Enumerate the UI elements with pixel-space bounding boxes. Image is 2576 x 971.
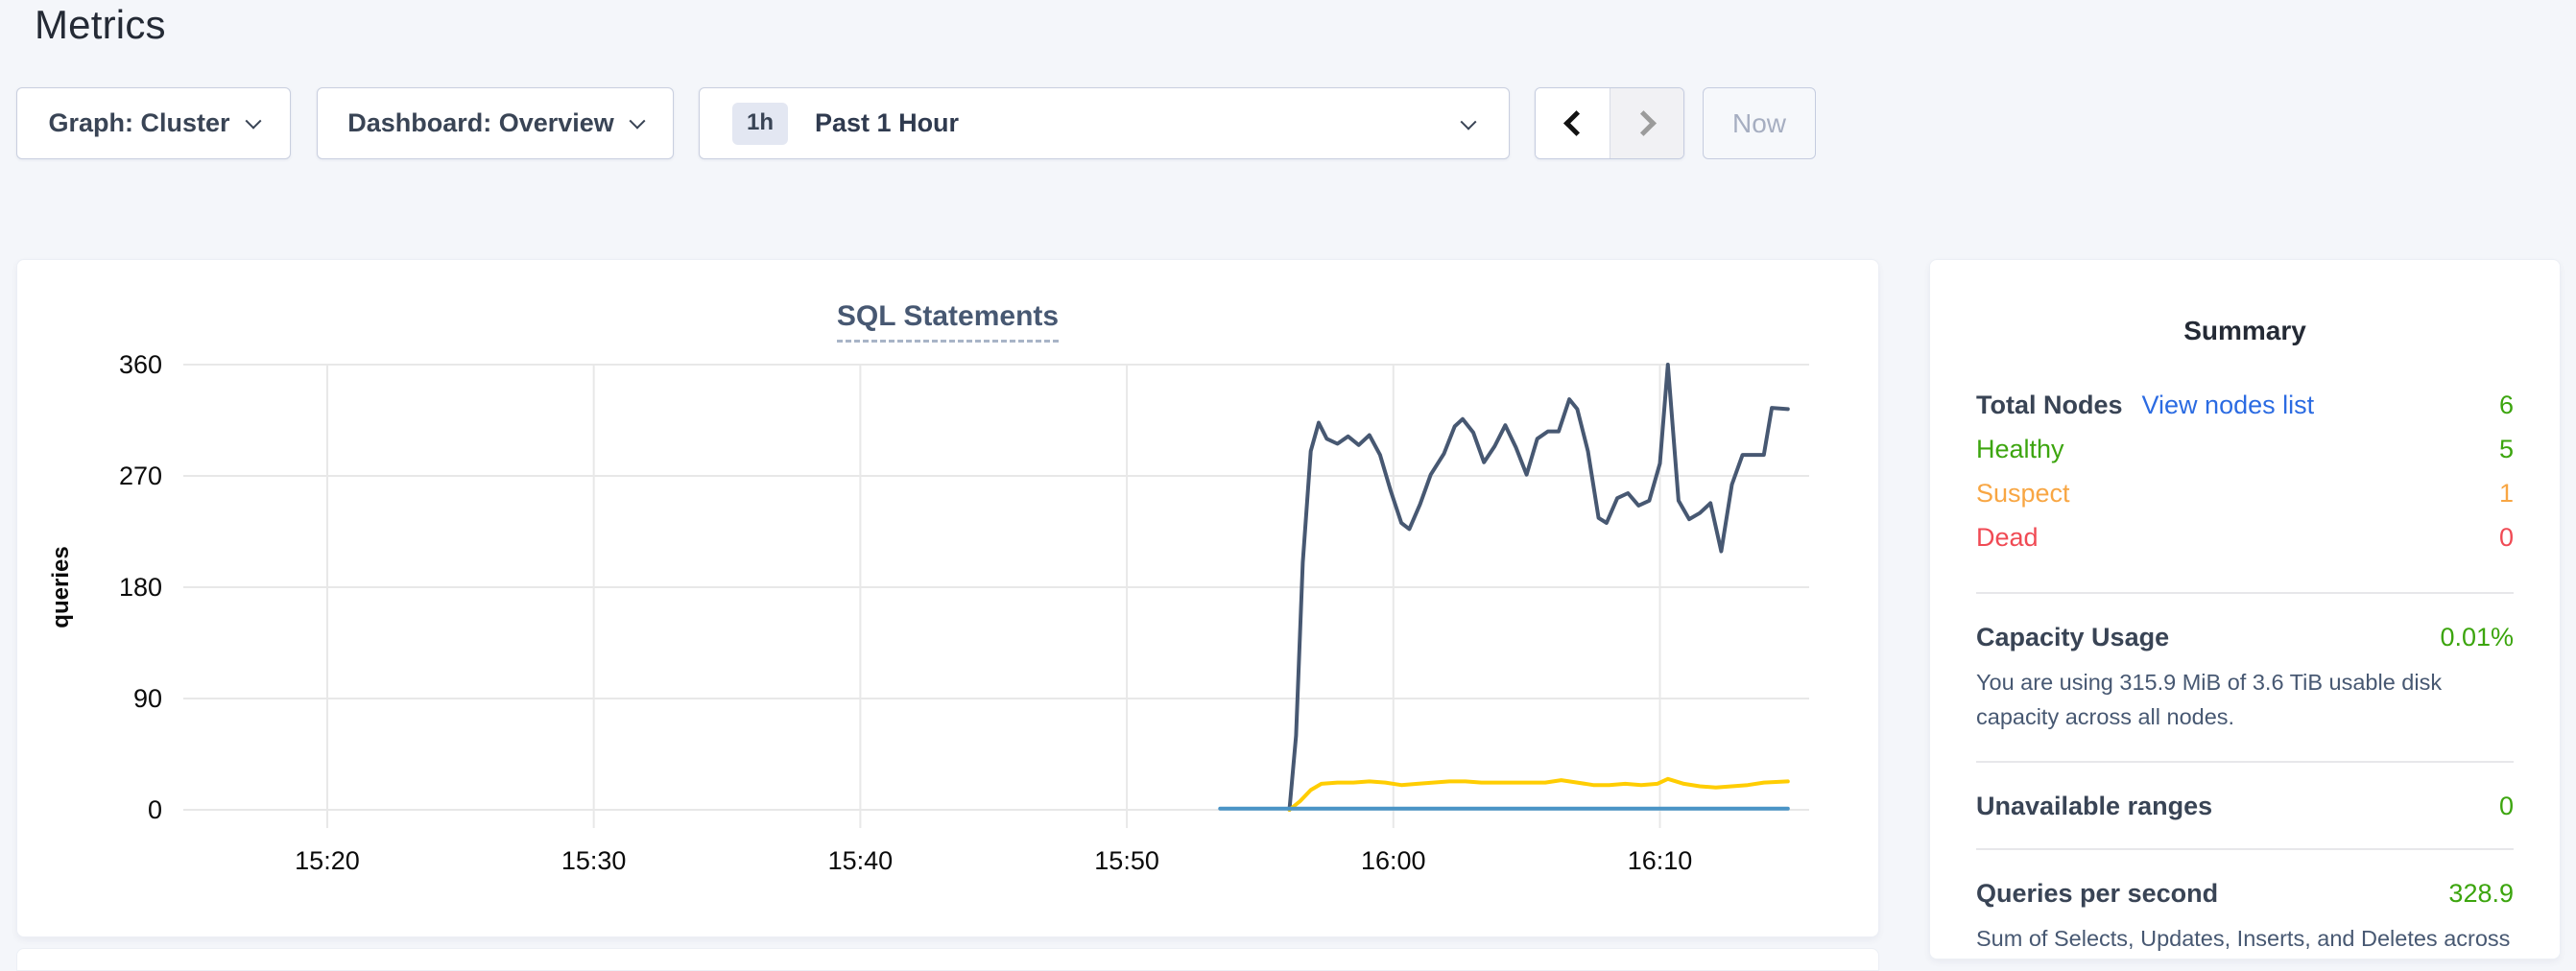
summary-row-label: Healthy <box>1976 435 2064 463</box>
summary-section-value: 328.9 <box>2448 879 2514 908</box>
summary-section-description: Sum of Selects, Updates, Inserts, and De… <box>1976 926 2511 951</box>
summary-section-queries-per-second: Queries per second 328.9 Sum of Selects, U… <box>1976 850 2514 959</box>
summary-section-value: 0.01% <box>2440 623 2514 651</box>
y-axis-tick-label: 90 <box>133 684 162 713</box>
chart-title-wrap: SQL Statements <box>17 300 1878 343</box>
summary-row-dead: Dead 0 <box>1976 523 2514 567</box>
divider <box>1976 592 2514 594</box>
summary-section-label: Capacity Usage <box>1976 623 2170 651</box>
node-status-rows: Total Nodes View nodes list 6 Healthy 5 Suspe… <box>1976 391 2514 567</box>
summary-row-label: Dead <box>1976 523 2039 552</box>
series-dark-line <box>1287 363 1790 812</box>
summary-section-unavailable-ranges: Unavailable ranges 0 <box>1976 763 2514 848</box>
next-chart-card-partial <box>16 948 1879 971</box>
dashboard-dropdown[interactable]: Dashboard: Overview <box>317 87 674 159</box>
time-range-badge: 1h <box>732 102 789 145</box>
summary-row-suspect: Suspect 1 <box>1976 479 2514 523</box>
time-range-label: Past 1 Hour <box>815 108 960 137</box>
y-axis-tick-label: 270 <box>119 462 162 490</box>
chart-title[interactable]: SQL Statements <box>836 300 1060 343</box>
now-button[interactable]: Now <box>1703 87 1816 159</box>
y-axis-tick-label: 180 <box>119 573 162 602</box>
series-yellow-line <box>1287 776 1790 812</box>
chevron-right-icon <box>1630 110 1657 136</box>
dashboard-dropdown-label: Dashboard: Overview <box>347 108 614 137</box>
graph-dropdown-label: Graph: Cluster <box>48 108 230 137</box>
divider <box>1976 761 2514 763</box>
x-axis-tick-label: 16:10 <box>1628 846 1693 875</box>
y-axis-tick-label: 360 <box>119 350 162 379</box>
summary-row-value: 0 <box>2498 523 2514 552</box>
chevron-down-icon <box>245 112 262 130</box>
summary-row-value: 1 <box>2498 479 2514 508</box>
chevron-left-icon <box>1563 110 1589 136</box>
y-axis-tick-label: 0 <box>148 795 162 824</box>
page-title: Metrics <box>35 2 166 47</box>
summary-row-label: Total Nodes <box>1976 391 2123 419</box>
y-axis-label: queries <box>48 546 74 628</box>
prev-range-button[interactable] <box>1536 88 1610 158</box>
summary-row-value: 6 <box>2498 391 2514 419</box>
summary-section-description: You are using 315.9 MiB of 3.6 TiB usabl… <box>1976 670 2443 729</box>
time-range-dropdown[interactable]: 1h Past 1 Hour <box>699 87 1510 159</box>
summary-section-label: Unavailable ranges <box>1976 792 2213 820</box>
sql-statements-chart-card: SQL Statements 0 90 180 270 360 15:20 15:30 15:… <box>16 259 1879 937</box>
sql-statements-chart[interactable]: 0 90 180 270 360 15:20 15:30 15:40 15:50 16:00 16:… <box>17 260 1878 936</box>
chevron-down-icon <box>629 112 646 130</box>
graph-dropdown[interactable]: Graph: Cluster <box>16 87 291 159</box>
time-pager <box>1535 87 1684 159</box>
x-axis-tick-label: 15:40 <box>828 846 894 875</box>
x-axis-tick-label: 15:20 <box>295 846 360 875</box>
summary-section-label: Queries per second <box>1976 879 2219 908</box>
summary-title: Summary <box>2183 316 2306 345</box>
summary-section-value: 0 <box>2498 792 2514 820</box>
summary-section-capacity-usage: Capacity Usage 0.01% You are using 315.9 M… <box>1976 594 2514 761</box>
summary-row-healthy: Healthy 5 <box>1976 435 2514 479</box>
chevron-down-icon <box>1460 113 1477 130</box>
metrics-toolbar: Graph: Cluster Dashboard: Overview 1h Pa… <box>16 87 1816 159</box>
next-range-button[interactable] <box>1610 88 1683 158</box>
summary-panel: Summary Total Nodes View nodes list 6 Healt… <box>1929 259 2561 959</box>
view-nodes-list-link[interactable]: View nodes list <box>2141 391 2315 419</box>
summary-row-label: Suspect <box>1976 479 2070 508</box>
summary-sections: Capacity Usage 0.01% You are using 315.9 M… <box>1976 594 2514 959</box>
x-axis-tick-label: 16:00 <box>1361 846 1426 875</box>
summary-row-value: 5 <box>2498 435 2514 463</box>
summary-row-total-nodes: Total Nodes View nodes list 6 <box>1976 391 2514 435</box>
x-axis-tick-label: 15:50 <box>1094 846 1159 875</box>
x-axis-tick-label: 15:30 <box>561 846 627 875</box>
divider <box>1976 848 2514 850</box>
